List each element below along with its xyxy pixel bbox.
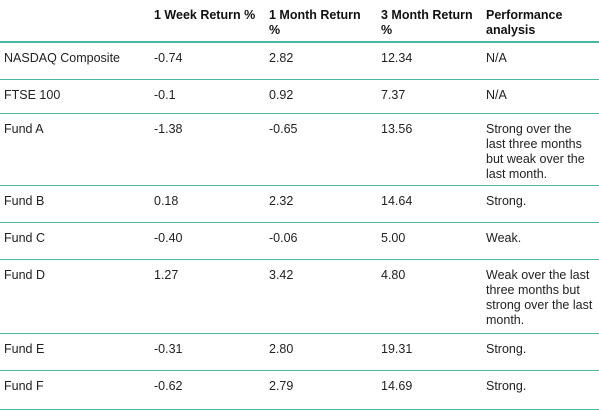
row-1-month-return: 3.42 (265, 259, 377, 334)
row-1-week-return: 1.27 (150, 259, 265, 334)
row-analysis: Strong over the last three months but we… (482, 113, 599, 186)
row-1-month-return: -0.06 (265, 222, 377, 260)
row-1-week-return: -0.31 (150, 333, 265, 371)
row-1-week-return: 0.18 (150, 185, 265, 223)
row-3-month-return: 14.64 (377, 185, 482, 223)
table-row: Fund E -0.31 2.80 19.31 Strong. (0, 333, 599, 371)
row-3-month-return: 7.37 (377, 79, 482, 114)
row-name: NASDAQ Composite (0, 42, 150, 80)
row-3-month-return: 19.31 (377, 333, 482, 371)
header-name (0, 0, 150, 43)
row-1-month-return: -0.65 (265, 113, 377, 186)
row-3-month-return: 13.56 (377, 113, 482, 186)
header-1-month-return: 1 Month Return % (265, 0, 377, 43)
row-3-month-return: 5.00 (377, 222, 482, 260)
table-row: Fund A -1.38 -0.65 13.56 Strong over the… (0, 113, 599, 186)
row-1-week-return: -0.62 (150, 370, 265, 410)
table-header-row: 1 Week Return % 1 Month Return % 3 Month… (0, 0, 599, 43)
row-3-month-return: 12.34 (377, 42, 482, 80)
row-1-month-return: 0.92 (265, 79, 377, 114)
row-1-month-return: 2.80 (265, 333, 377, 371)
row-analysis: Weak. (482, 222, 599, 260)
row-1-week-return: -0.74 (150, 42, 265, 80)
row-1-month-return: 2.79 (265, 370, 377, 410)
row-name: FTSE 100 (0, 79, 150, 114)
row-analysis: Strong. (482, 185, 599, 223)
row-name: Fund E (0, 333, 150, 371)
row-name: Fund A (0, 113, 150, 186)
header-1-week-return: 1 Week Return % (150, 0, 265, 43)
row-1-week-return: -0.40 (150, 222, 265, 260)
table-row: FTSE 100 -0.1 0.92 7.37 N/A (0, 79, 599, 114)
row-analysis: Strong. (482, 333, 599, 371)
table-row: NASDAQ Composite -0.74 2.82 12.34 N/A (0, 42, 599, 80)
table-row: Fund B 0.18 2.32 14.64 Strong. (0, 185, 599, 223)
row-3-month-return: 14.69 (377, 370, 482, 410)
table-row: Fund C -0.40 -0.06 5.00 Weak. (0, 222, 599, 260)
row-name: Fund B (0, 185, 150, 223)
row-1-week-return: -0.1 (150, 79, 265, 114)
header-performance-analysis: Performance analysis (482, 0, 599, 43)
row-1-month-return: 2.32 (265, 185, 377, 223)
row-analysis: N/A (482, 79, 599, 114)
row-analysis: N/A (482, 42, 599, 80)
row-1-week-return: -1.38 (150, 113, 265, 186)
row-1-month-return: 2.82 (265, 42, 377, 80)
row-name: Fund C (0, 222, 150, 260)
row-name: Fund F (0, 370, 150, 410)
row-analysis: Weak over the last three months but stro… (482, 259, 599, 334)
row-analysis: Strong. (482, 370, 599, 410)
header-3-month-return: 3 Month Return % (377, 0, 482, 43)
table-row: Fund F -0.62 2.79 14.69 Strong. (0, 370, 599, 410)
row-name: Fund D (0, 259, 150, 334)
table-spacer-row (0, 409, 599, 410)
row-3-month-return: 4.80 (377, 259, 482, 334)
table-row: Fund D 1.27 3.42 4.80 Weak over the last… (0, 259, 599, 334)
